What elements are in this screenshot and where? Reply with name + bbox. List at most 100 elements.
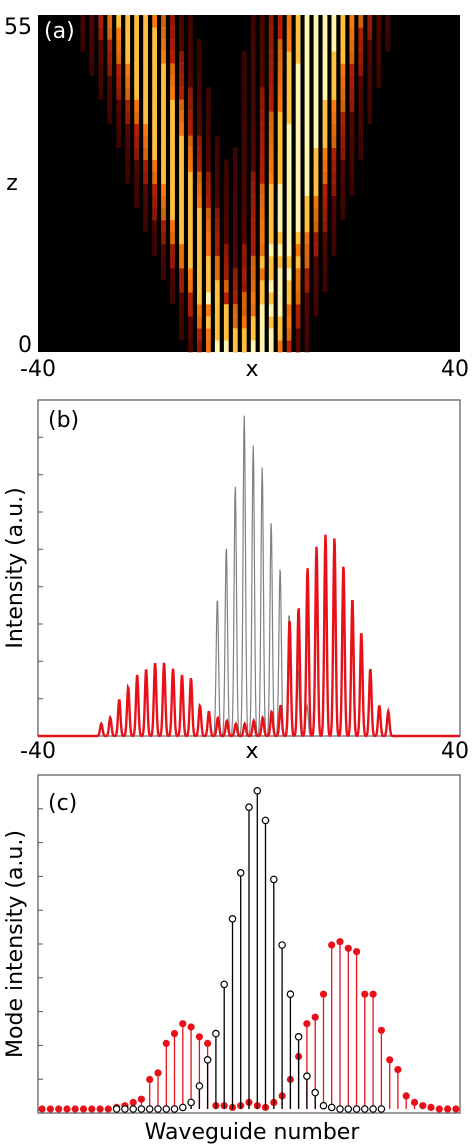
heatmap-cell xyxy=(134,135,139,148)
marker-red-filled xyxy=(319,990,328,998)
heatmap-cell xyxy=(179,87,184,100)
heatmap-cell xyxy=(125,87,131,100)
heatmap-cell xyxy=(250,340,256,353)
heatmap-cell xyxy=(179,147,184,160)
heatmap-cell xyxy=(277,195,283,209)
heatmap-cell xyxy=(250,51,256,64)
heatmap-cell xyxy=(241,147,247,160)
marker-red-filled xyxy=(386,1056,394,1064)
heatmap-cell xyxy=(376,15,382,28)
heatmap-cell xyxy=(197,243,202,257)
heatmap-cell xyxy=(268,87,274,100)
panel-a: (a) 55 z 0 -40 x 40 xyxy=(4,15,469,382)
heatmap-cell xyxy=(295,15,301,28)
heatmap-cell xyxy=(286,87,292,100)
x-axis-label-b: x xyxy=(245,739,258,764)
heatmap-cell xyxy=(152,147,157,160)
heatmap-cell xyxy=(197,147,202,160)
heatmap-cell xyxy=(179,39,184,52)
heatmap-cell xyxy=(340,39,346,52)
heatmap-cell xyxy=(331,15,337,28)
heatmap-cell xyxy=(259,303,265,317)
heatmap-cell xyxy=(143,99,148,112)
heatmap-cell xyxy=(107,27,113,40)
heatmap-cell xyxy=(125,51,131,64)
marker-black-open xyxy=(187,1098,195,1107)
marker-red-filled xyxy=(336,938,344,946)
heatmap-cell xyxy=(188,291,193,305)
heatmap-cell xyxy=(295,207,301,221)
heatmap-cell xyxy=(134,51,139,64)
heatmap-cell xyxy=(241,75,247,88)
panel-c: (c) Mode intensity (a.u.) Waveguide numb… xyxy=(3,774,461,1145)
heatmap-cell xyxy=(304,207,310,221)
heatmap-cell xyxy=(206,123,211,136)
heatmap-cell xyxy=(232,255,238,269)
heatmap-cell xyxy=(134,87,139,100)
heatmap-cell xyxy=(179,135,184,148)
heatmap-cell xyxy=(98,63,104,76)
panel-b-frame xyxy=(37,399,461,737)
heatmap-cell xyxy=(188,39,193,52)
heatmap-cell xyxy=(232,315,238,329)
heatmap-cell xyxy=(134,183,139,197)
heatmap-cell xyxy=(376,51,382,64)
heatmap-cell xyxy=(313,195,319,209)
heatmap-cell xyxy=(206,111,211,124)
heatmap-cell xyxy=(286,291,292,305)
heatmap-cell xyxy=(134,63,139,76)
heatmap-cell xyxy=(286,279,292,293)
heatmap-cell xyxy=(340,111,346,124)
heatmap-cell xyxy=(98,87,104,100)
heatmap-cell xyxy=(313,111,319,124)
heatmap-cell xyxy=(340,195,346,209)
heatmap-cell xyxy=(259,327,265,341)
heatmap-cell xyxy=(125,75,131,88)
heatmap-cell xyxy=(259,267,265,281)
heatmap-cell xyxy=(376,75,382,88)
heatmap-cell xyxy=(241,231,247,245)
heatmap-cell xyxy=(286,27,292,40)
heatmap-cell xyxy=(259,291,265,305)
marker-red-filled xyxy=(129,1098,137,1106)
heatmap-cell xyxy=(259,111,265,124)
marker-red-filled xyxy=(204,1039,212,1047)
heatmap-cell xyxy=(206,291,211,305)
heatmap-cell xyxy=(206,327,211,341)
heatmap-cell xyxy=(206,231,211,245)
heatmap-cell xyxy=(304,327,310,341)
heatmap-cell xyxy=(134,171,139,185)
heatmap-cell xyxy=(295,340,301,353)
heatmap-cell xyxy=(250,231,256,245)
heatmap-cell xyxy=(277,171,283,185)
marker-black-open xyxy=(278,941,286,949)
heatmap-cell xyxy=(304,27,310,40)
heatmap-cell xyxy=(277,87,283,100)
heatmap-cell xyxy=(125,39,131,52)
heatmap-cell xyxy=(277,291,283,305)
heatmap-cell xyxy=(197,315,202,329)
marker-red-filled xyxy=(71,1105,79,1113)
y-tick-label-bottom: 0 xyxy=(18,333,32,358)
heatmap-cell xyxy=(232,219,238,233)
heatmap-cell xyxy=(322,51,328,64)
heatmap-cell xyxy=(241,267,247,281)
heatmap-cell xyxy=(188,75,193,88)
heatmap-cell xyxy=(179,111,184,124)
heatmap-cell xyxy=(295,255,301,269)
heatmap-cell xyxy=(286,243,292,257)
heatmap-cell xyxy=(322,27,328,40)
heatmap-cell xyxy=(143,183,148,197)
marker-red-filled xyxy=(170,1030,179,1038)
heatmap-cell xyxy=(331,183,337,197)
heatmap-cell xyxy=(232,291,238,305)
heatmap-cell xyxy=(179,291,184,305)
heatmap-cell xyxy=(340,27,346,40)
heatmap-cell xyxy=(206,243,211,257)
heatmap-cell xyxy=(170,39,175,52)
heatmap-cell xyxy=(331,51,337,64)
heatmap-cell xyxy=(179,99,184,112)
panel-b: (b) Intensity (a.u.) -40 x 40 xyxy=(3,399,469,764)
marker-black-open xyxy=(179,1103,187,1112)
